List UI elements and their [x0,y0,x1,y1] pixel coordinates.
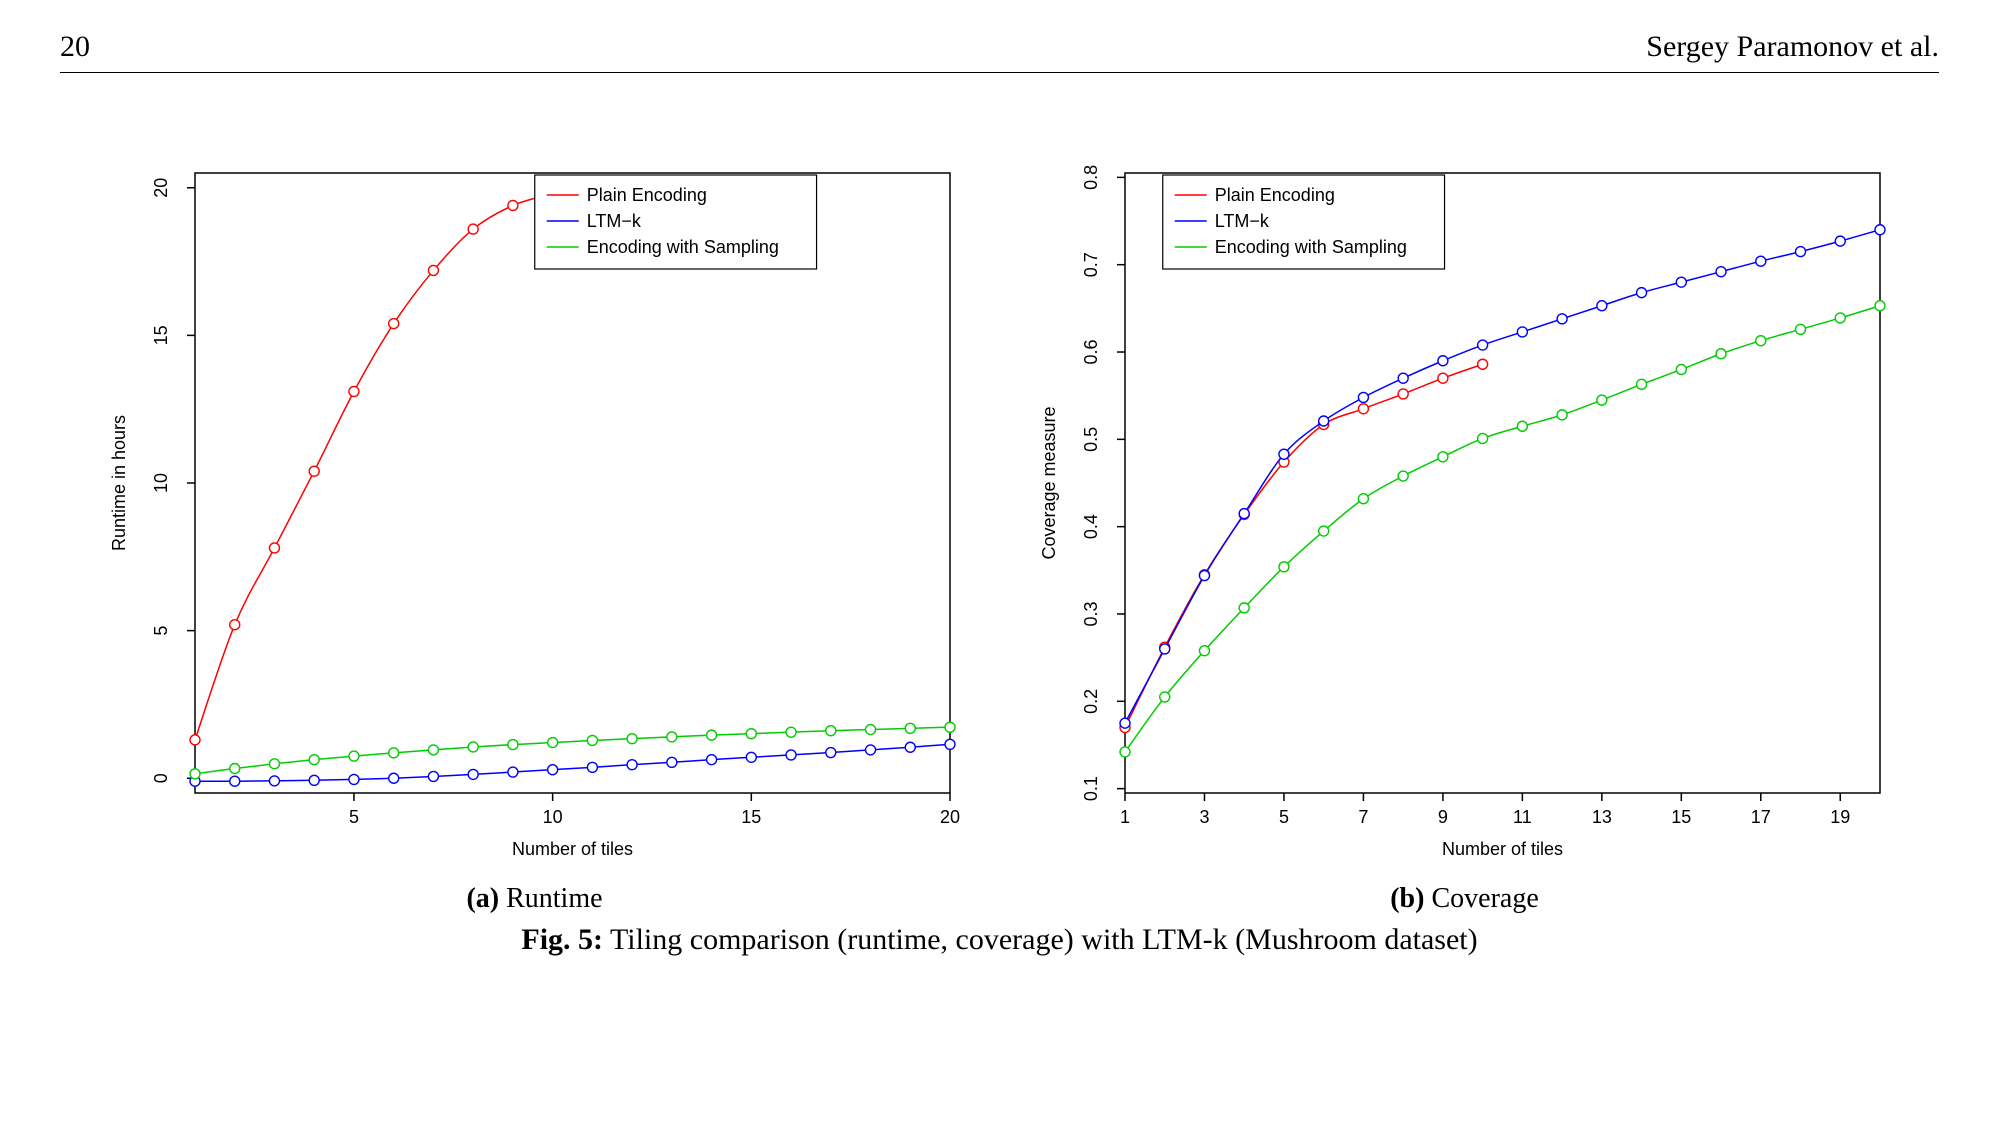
svg-text:10: 10 [151,473,171,493]
svg-text:Encoding with Sampling: Encoding with Sampling [586,237,778,257]
svg-text:17: 17 [1750,807,1770,827]
svg-text:15: 15 [1671,807,1691,827]
svg-text:LTM−k: LTM−k [586,211,641,231]
svg-text:10: 10 [542,807,562,827]
subcaption-a: (a) Runtime [466,883,602,915]
subcaption-b: (b) Coverage [1390,883,1539,915]
svg-text:9: 9 [1437,807,1447,827]
svg-text:0.6: 0.6 [1081,339,1101,364]
figure-label: Fig. 5: [521,923,603,956]
svg-text:1: 1 [1119,807,1129,827]
sublabel-b: (b) [1390,883,1424,914]
panel-a: 5 10 15 20 0 5 10 15 20 Number of tiles Runtime in… [100,153,970,915]
svg-text:Plain Encoding: Plain Encoding [1214,185,1334,205]
svg-text:0.5: 0.5 [1081,427,1101,452]
svg-text:15: 15 [741,807,761,827]
panel-b: 1357911131517190.10.20.30.40.50.60.70.8N… [1030,153,1900,915]
running-head: Sergey Paramonov et al. [1646,30,1939,64]
svg-text:Coverage measure: Coverage measure [1039,406,1059,559]
svg-text:3: 3 [1199,807,1209,827]
subcaption-a-text: Runtime [499,883,602,914]
svg-text:0.1: 0.1 [1081,776,1101,801]
page-number: 20 [60,30,90,64]
svg-text:Encoding with Sampling: Encoding with Sampling [1214,237,1406,257]
svg-text:0.7: 0.7 [1081,252,1101,277]
svg-text:5: 5 [348,807,358,827]
sublabel-a: (a) [466,883,499,914]
svg-text:0.2: 0.2 [1081,689,1101,714]
svg-text:20: 20 [939,807,959,827]
svg-text:Number of tiles: Number of tiles [1441,839,1562,859]
figure-caption-text: Tiling comparison (runtime, coverage) wi… [603,923,1478,956]
svg-text:5: 5 [151,626,171,636]
svg-text:Runtime in hours: Runtime in hours [109,415,129,551]
svg-text:0.3: 0.3 [1081,601,1101,626]
svg-text:0.8: 0.8 [1081,165,1101,190]
svg-text:13: 13 [1591,807,1611,827]
runtime-chart: 5 10 15 20 0 5 10 15 20 Number of tiles Runtime in… [100,153,970,873]
coverage-chart: 1357911131517190.10.20.30.40.50.60.70.8N… [1030,153,1900,873]
svg-text:Plain Encoding: Plain Encoding [586,185,706,205]
running-header: 20 Sergey Paramonov et al. [60,30,1939,73]
svg-text:Number of tiles: Number of tiles [511,839,632,859]
svg-text:11: 11 [1513,807,1532,827]
svg-text:19: 19 [1830,807,1850,827]
svg-text:20: 20 [151,178,171,198]
subcaption-b-text: Coverage [1424,883,1538,914]
figure-caption: Fig. 5: Tiling comparison (runtime, cove… [60,923,1939,957]
svg-text:15: 15 [151,325,171,345]
figure-row: 510152005101520Number of tilesRuntime in… [60,153,1939,915]
svg-text:5: 5 [1278,807,1288,827]
svg-text:LTM−k: LTM−k [1214,211,1269,231]
svg-text:0: 0 [151,773,171,783]
page: 20 Sergey Paramonov et al. 5101520051015… [0,0,1999,997]
svg-text:0.4: 0.4 [1081,514,1101,539]
svg-text:7: 7 [1358,807,1368,827]
